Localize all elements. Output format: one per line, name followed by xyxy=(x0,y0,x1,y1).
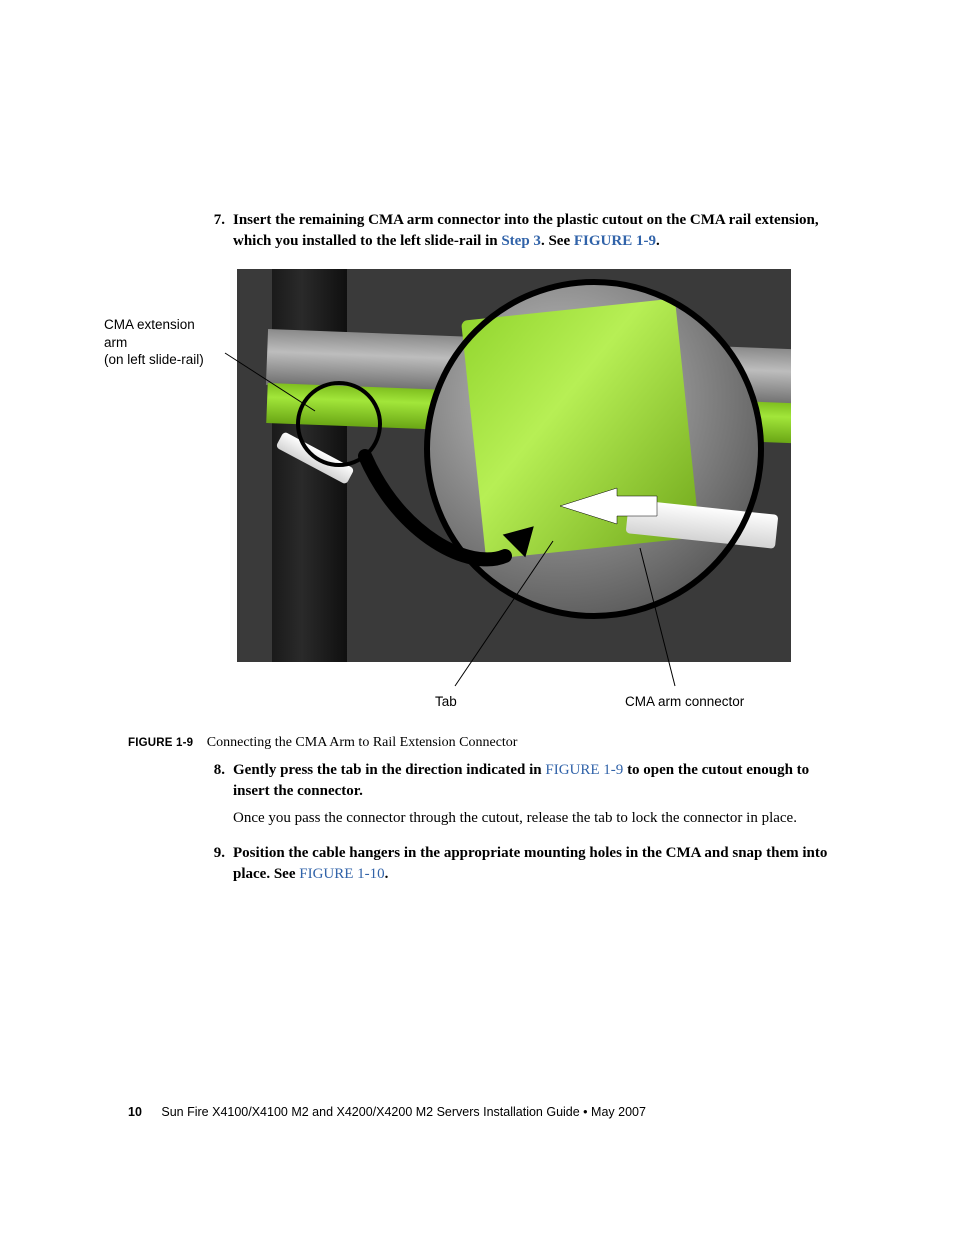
step-7-number: 7. xyxy=(205,210,225,252)
page-footer: 10 Sun Fire X4100/X4100 M2 and X4200/X42… xyxy=(128,1105,646,1119)
xref-figure-1-9-a[interactable]: FIGURE 1-9 xyxy=(574,233,656,249)
callout-cma-extension-arm-line1: CMA extension xyxy=(104,316,204,334)
figure-1-9-caption: FIGURE 1-9 Connecting the CMA Arm to Rai… xyxy=(128,735,846,751)
page-number: 10 xyxy=(128,1105,142,1119)
xref-figure-1-9-b[interactable]: FIGURE 1-9 xyxy=(545,762,623,778)
callout-tab: Tab xyxy=(435,693,457,711)
step-7: 7. Insert the remaining CMA arm connecto… xyxy=(205,210,845,258)
callout-tab-text: Tab xyxy=(435,694,457,709)
footer-title: Sun Fire X4100/X4100 M2 and X4200/X4200 … xyxy=(161,1105,646,1119)
figure-1-9-caption-label: FIGURE 1-9 xyxy=(128,737,193,749)
step-8-para: Once you pass the connector through the … xyxy=(233,808,845,829)
step-8-number: 8. xyxy=(205,760,225,829)
steps-8-9: 8. Gently press the tab in the direction… xyxy=(205,760,845,891)
callout-cma-arm-connector-text: CMA arm connector xyxy=(625,694,744,709)
figure-1-9-photo xyxy=(237,269,791,662)
figure-1-9-caption-text: Connecting the CMA Arm to Rail Extension… xyxy=(207,735,518,750)
step-8-title-a: Gently press the tab in the direction in… xyxy=(233,762,545,778)
callout-cma-extension-arm-line2: arm xyxy=(104,334,204,352)
step-9: 9. Position the cable hangers in the app… xyxy=(205,843,845,885)
callout-cma-extension-arm-line3: (on left slide-rail) xyxy=(104,351,204,369)
xref-step-3[interactable]: Step 3 xyxy=(501,233,541,249)
xref-figure-1-10[interactable]: FIGURE 1-10 xyxy=(299,866,384,882)
callout-cma-extension-arm: CMA extension arm (on left slide-rail) xyxy=(104,316,204,369)
step-9-title: Position the cable hangers in the approp… xyxy=(233,843,845,885)
step-7-text: Insert the remaining CMA arm connector i… xyxy=(233,210,845,252)
page: 7. Insert the remaining CMA arm connecto… xyxy=(0,16,954,1251)
step-7-text-b: . See xyxy=(541,233,574,249)
callout-cma-arm-connector: CMA arm connector xyxy=(625,693,744,711)
step-7-text-c: . xyxy=(656,233,660,249)
step-9-number: 9. xyxy=(205,843,225,885)
step-9-title-b: . xyxy=(385,866,389,882)
step-8-title: Gently press the tab in the direction in… xyxy=(233,760,845,802)
step-8: 8. Gently press the tab in the direction… xyxy=(205,760,845,829)
